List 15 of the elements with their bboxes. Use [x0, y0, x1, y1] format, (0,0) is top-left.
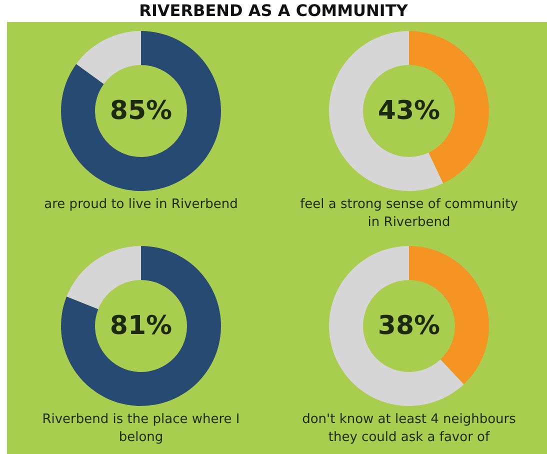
text: RIVERBEND AS A COMMUNITY: [138, 0, 409, 22]
text: 81%: [110, 311, 172, 341]
donut-slice: [61, 31, 221, 191]
text: 43%: [378, 96, 440, 126]
donut-slice: [61, 246, 221, 406]
text: feel a strong sense of community in Riverbend: [299, 196, 519, 232]
donut-slice: [329, 31, 444, 191]
text: Riverbend is the place where I belong: [41, 411, 241, 447]
donut-slice: [329, 246, 464, 406]
text: 38%: [378, 311, 440, 341]
donut-slice: [76, 31, 141, 84]
text: 85%: [110, 96, 172, 126]
text: don't know at least 4 neighbours they could ask a favor of: [301, 411, 517, 447]
donut-slice: [66, 246, 141, 310]
text: are proud to live in Riverbend: [43, 196, 239, 214]
